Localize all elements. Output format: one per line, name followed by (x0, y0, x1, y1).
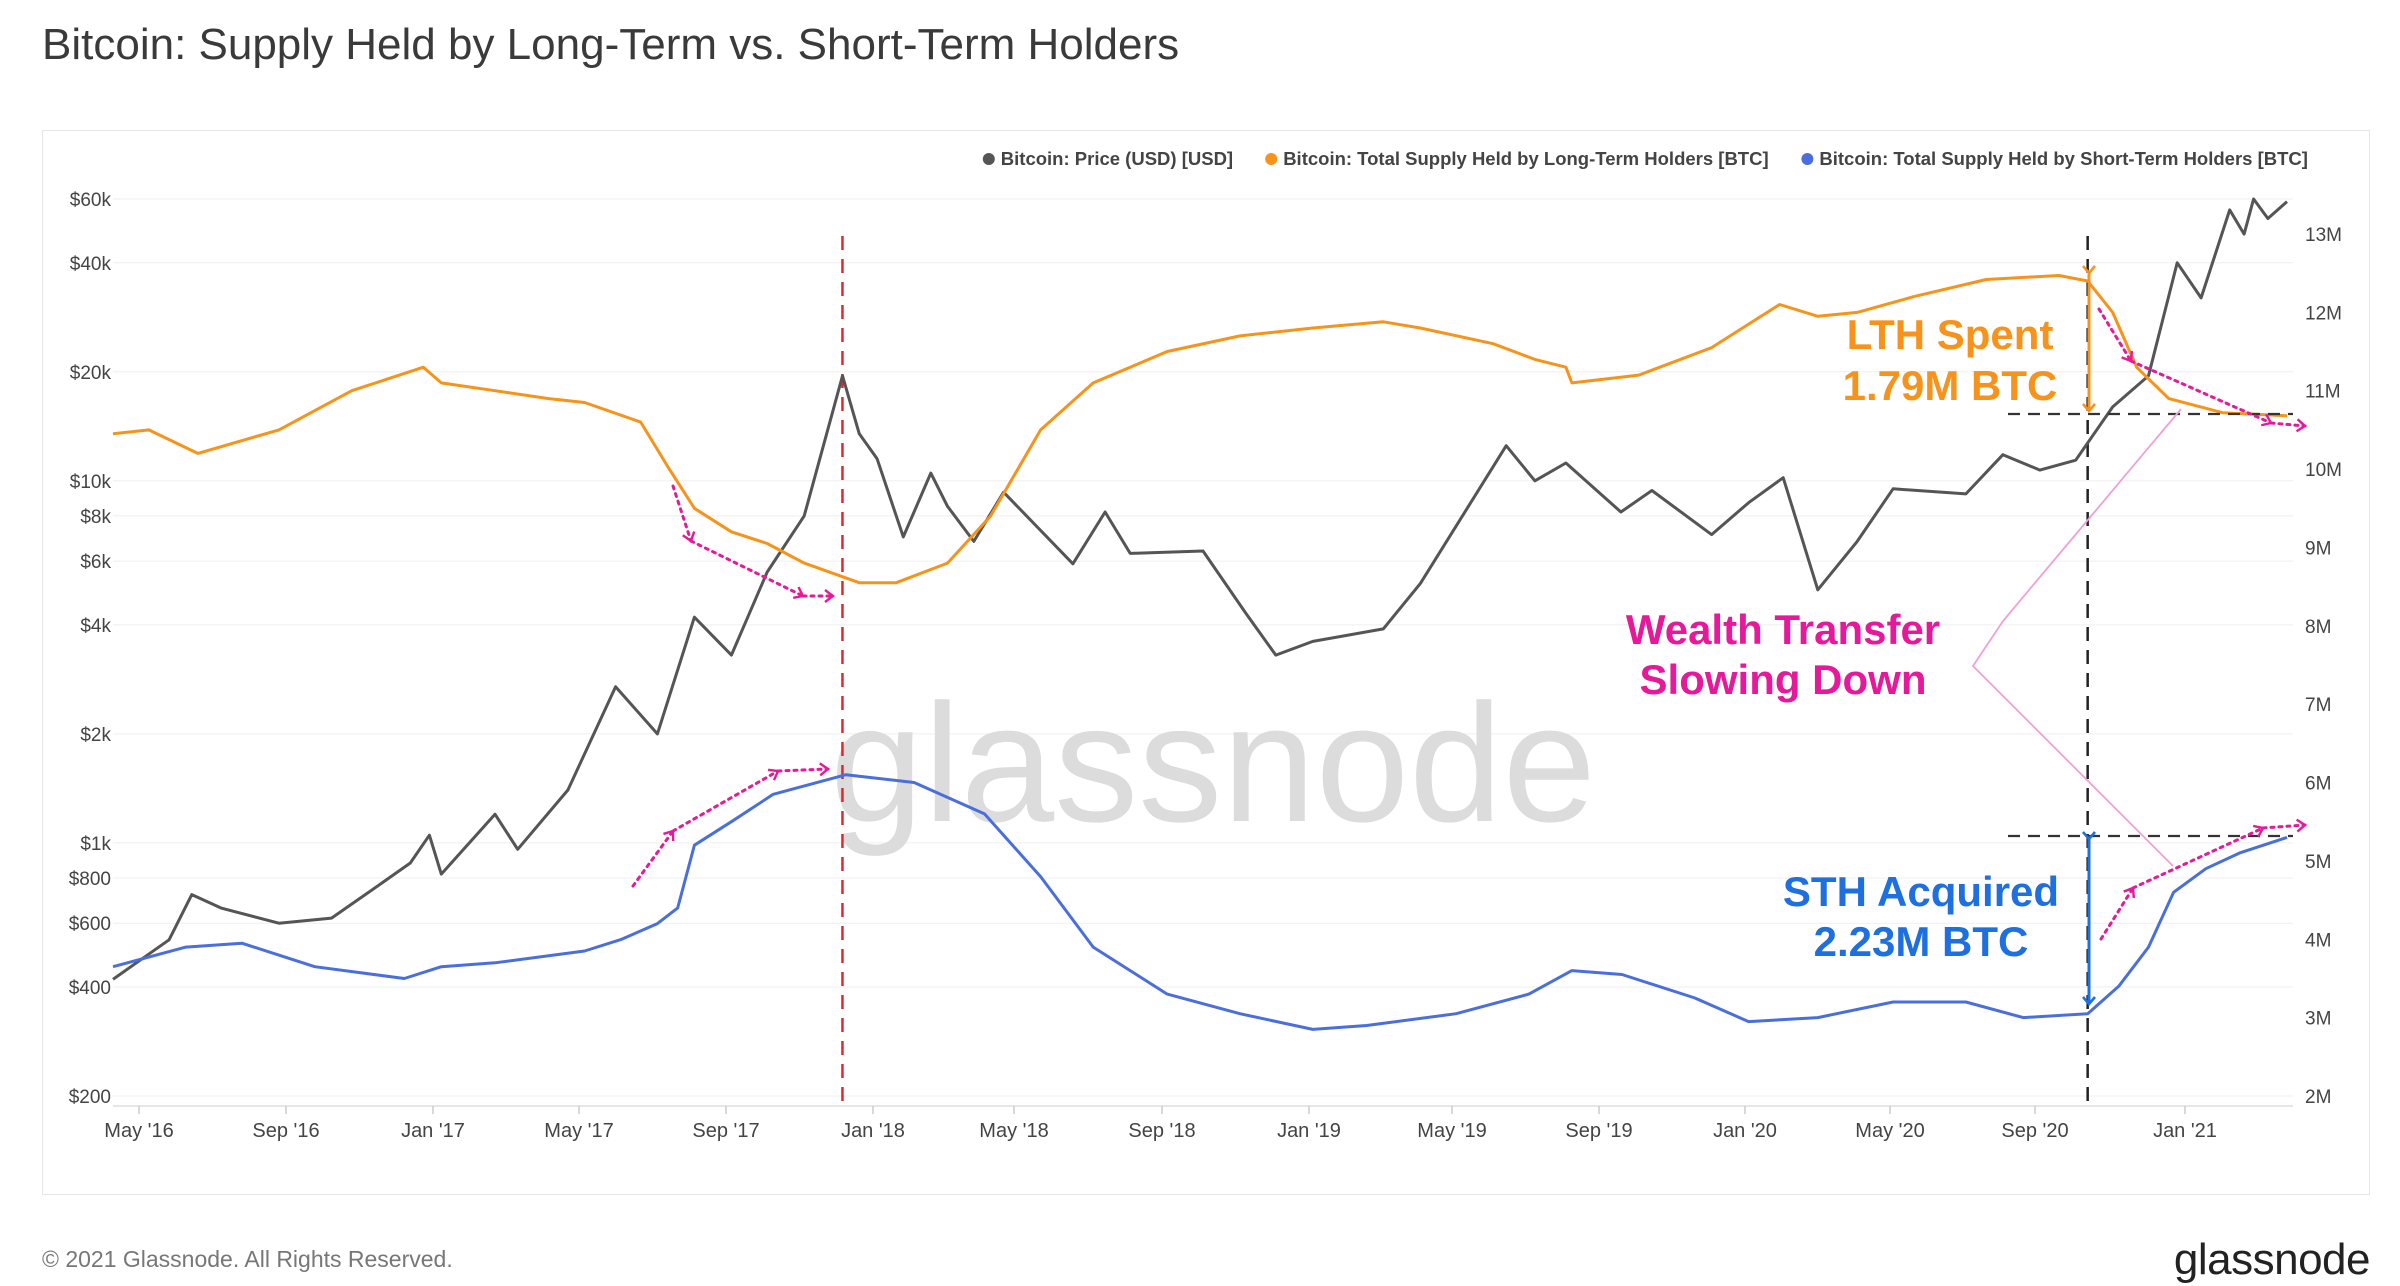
y-left-tick-label: $800 (69, 869, 111, 890)
x-tick-label: Sep '19 (1565, 1120, 1632, 1142)
y-left-tick-label: $1k (80, 834, 111, 855)
y-left-tick-label: $60k (70, 190, 112, 211)
wealth-transfer-label-2: Slowing Down (1640, 656, 1927, 703)
y-right-tick-label: 4M (2305, 930, 2331, 951)
price-series-line (112, 197, 2288, 981)
x-tick-label: May '17 (544, 1120, 613, 1142)
copyright-text: © 2021 Glassnode. All Rights Reserved. (42, 1246, 453, 1272)
chart-svg: glassnode $60k $40k $20k $10k $8k $6k $4k $2k $1… (69, 148, 2342, 1142)
legend-marker (982, 153, 995, 165)
trend-arrow-5 (671, 768, 780, 833)
y-left-tick-label: $4k (80, 616, 111, 637)
x-tick-label: May '18 (979, 1120, 1048, 1142)
legend-label: Bitcoin: Total Supply Held by Short-Term… (1819, 148, 2308, 169)
y-right-tick-label: 8M (2305, 617, 2331, 638)
trend-arrow-1 (671, 484, 696, 543)
y-left-tick-label: $600 (69, 914, 111, 935)
lth-series-line (112, 274, 2288, 585)
legend-marker (1265, 153, 1278, 165)
trend-arrow-6 (776, 762, 830, 777)
y-right-tick-label: 7M (2305, 695, 2331, 716)
leader-line (1971, 408, 2182, 867)
trend-arrow-12 (2261, 818, 2307, 833)
trend-arrow-2 (689, 539, 805, 600)
x-tick-label: May '20 (1855, 1120, 1924, 1142)
legend: Bitcoin: Price (USD) [USD] Bitcoin: Total… (982, 148, 2308, 169)
trend-arrow-10 (2099, 886, 2136, 941)
x-tick-label: May '19 (1417, 1120, 1486, 1142)
x-tick-label: Jan '19 (1277, 1120, 1341, 1142)
sth-series-line (112, 773, 2288, 1031)
x-tick-label: Jan '18 (841, 1120, 905, 1142)
y-left-tick-label: $2k (80, 725, 111, 746)
y-right-tick-label: 5M (2305, 852, 2331, 873)
x-tick-label: Sep '16 (252, 1120, 319, 1142)
x-tick-label: Jan '17 (401, 1120, 465, 1142)
glassnode-logo: glassnode (2173, 1235, 2371, 1284)
trend-arrow-4 (631, 829, 675, 888)
y-left-tick-label: $400 (69, 978, 111, 999)
x-tick-label: Jan '20 (1713, 1120, 1777, 1142)
trend-arrow-7 (2097, 307, 2134, 363)
y-left-tick-label: $8k (80, 507, 111, 528)
chart-area: glassnode $60k $40k $20k $10k $8k $6k $4k $2k $1… (42, 130, 2370, 1195)
y-left-tick-label: $200 (69, 1087, 111, 1108)
x-tick-label: Sep '17 (692, 1120, 759, 1142)
trend-arrow-11 (2131, 824, 2265, 890)
y-left-tick-label: $20k (70, 363, 112, 384)
y-right-tick-label: 6M (2305, 774, 2331, 795)
x-tick-label: Sep '20 (2001, 1120, 2068, 1142)
x-tick-label: Jan '21 (2153, 1120, 2217, 1142)
y-right-tick-label: 11M (2305, 382, 2341, 403)
y-left-tick-label: $10k (70, 472, 112, 493)
x-tick-label: May '16 (104, 1120, 173, 1142)
y-left-tick-label: $40k (70, 254, 112, 275)
page-title: Bitcoin: Supply Held by Long-Term vs. Sh… (42, 20, 1180, 69)
y-right-tick-label: 10M (2305, 460, 2342, 481)
y-left-tick-label: $6k (80, 552, 111, 573)
lth-spent-value: 1.79M BTC (1843, 362, 2058, 409)
x-tick-label: Sep '18 (1128, 1120, 1195, 1142)
wealth-transfer-label: Wealth Transfer (1626, 606, 1940, 653)
y-right-tick-label: 12M (2305, 303, 2342, 324)
trend-arrow-8 (2129, 359, 2273, 427)
lth-spent-label: LTH Spent (1847, 311, 2054, 358)
y-right-tick-label: 3M (2305, 1009, 2331, 1030)
trend-arrow-9 (2269, 418, 2307, 433)
legend-marker (1801, 153, 1814, 165)
y-right-tick-label: 2M (2305, 1087, 2331, 1108)
y-right-tick-label: 13M (2305, 225, 2342, 246)
sth-acquired-label: STH Acquired (1783, 868, 2059, 915)
sth-acquired-value: 2.23M BTC (1814, 918, 2029, 965)
y-right-tick-label: 9M (2305, 538, 2331, 559)
watermark-text: glassnode (830, 669, 1596, 857)
legend-label: Bitcoin: Price (USD) [USD] (1001, 148, 1233, 169)
legend-label: Bitcoin: Total Supply Held by Long-Term … (1283, 148, 1768, 169)
